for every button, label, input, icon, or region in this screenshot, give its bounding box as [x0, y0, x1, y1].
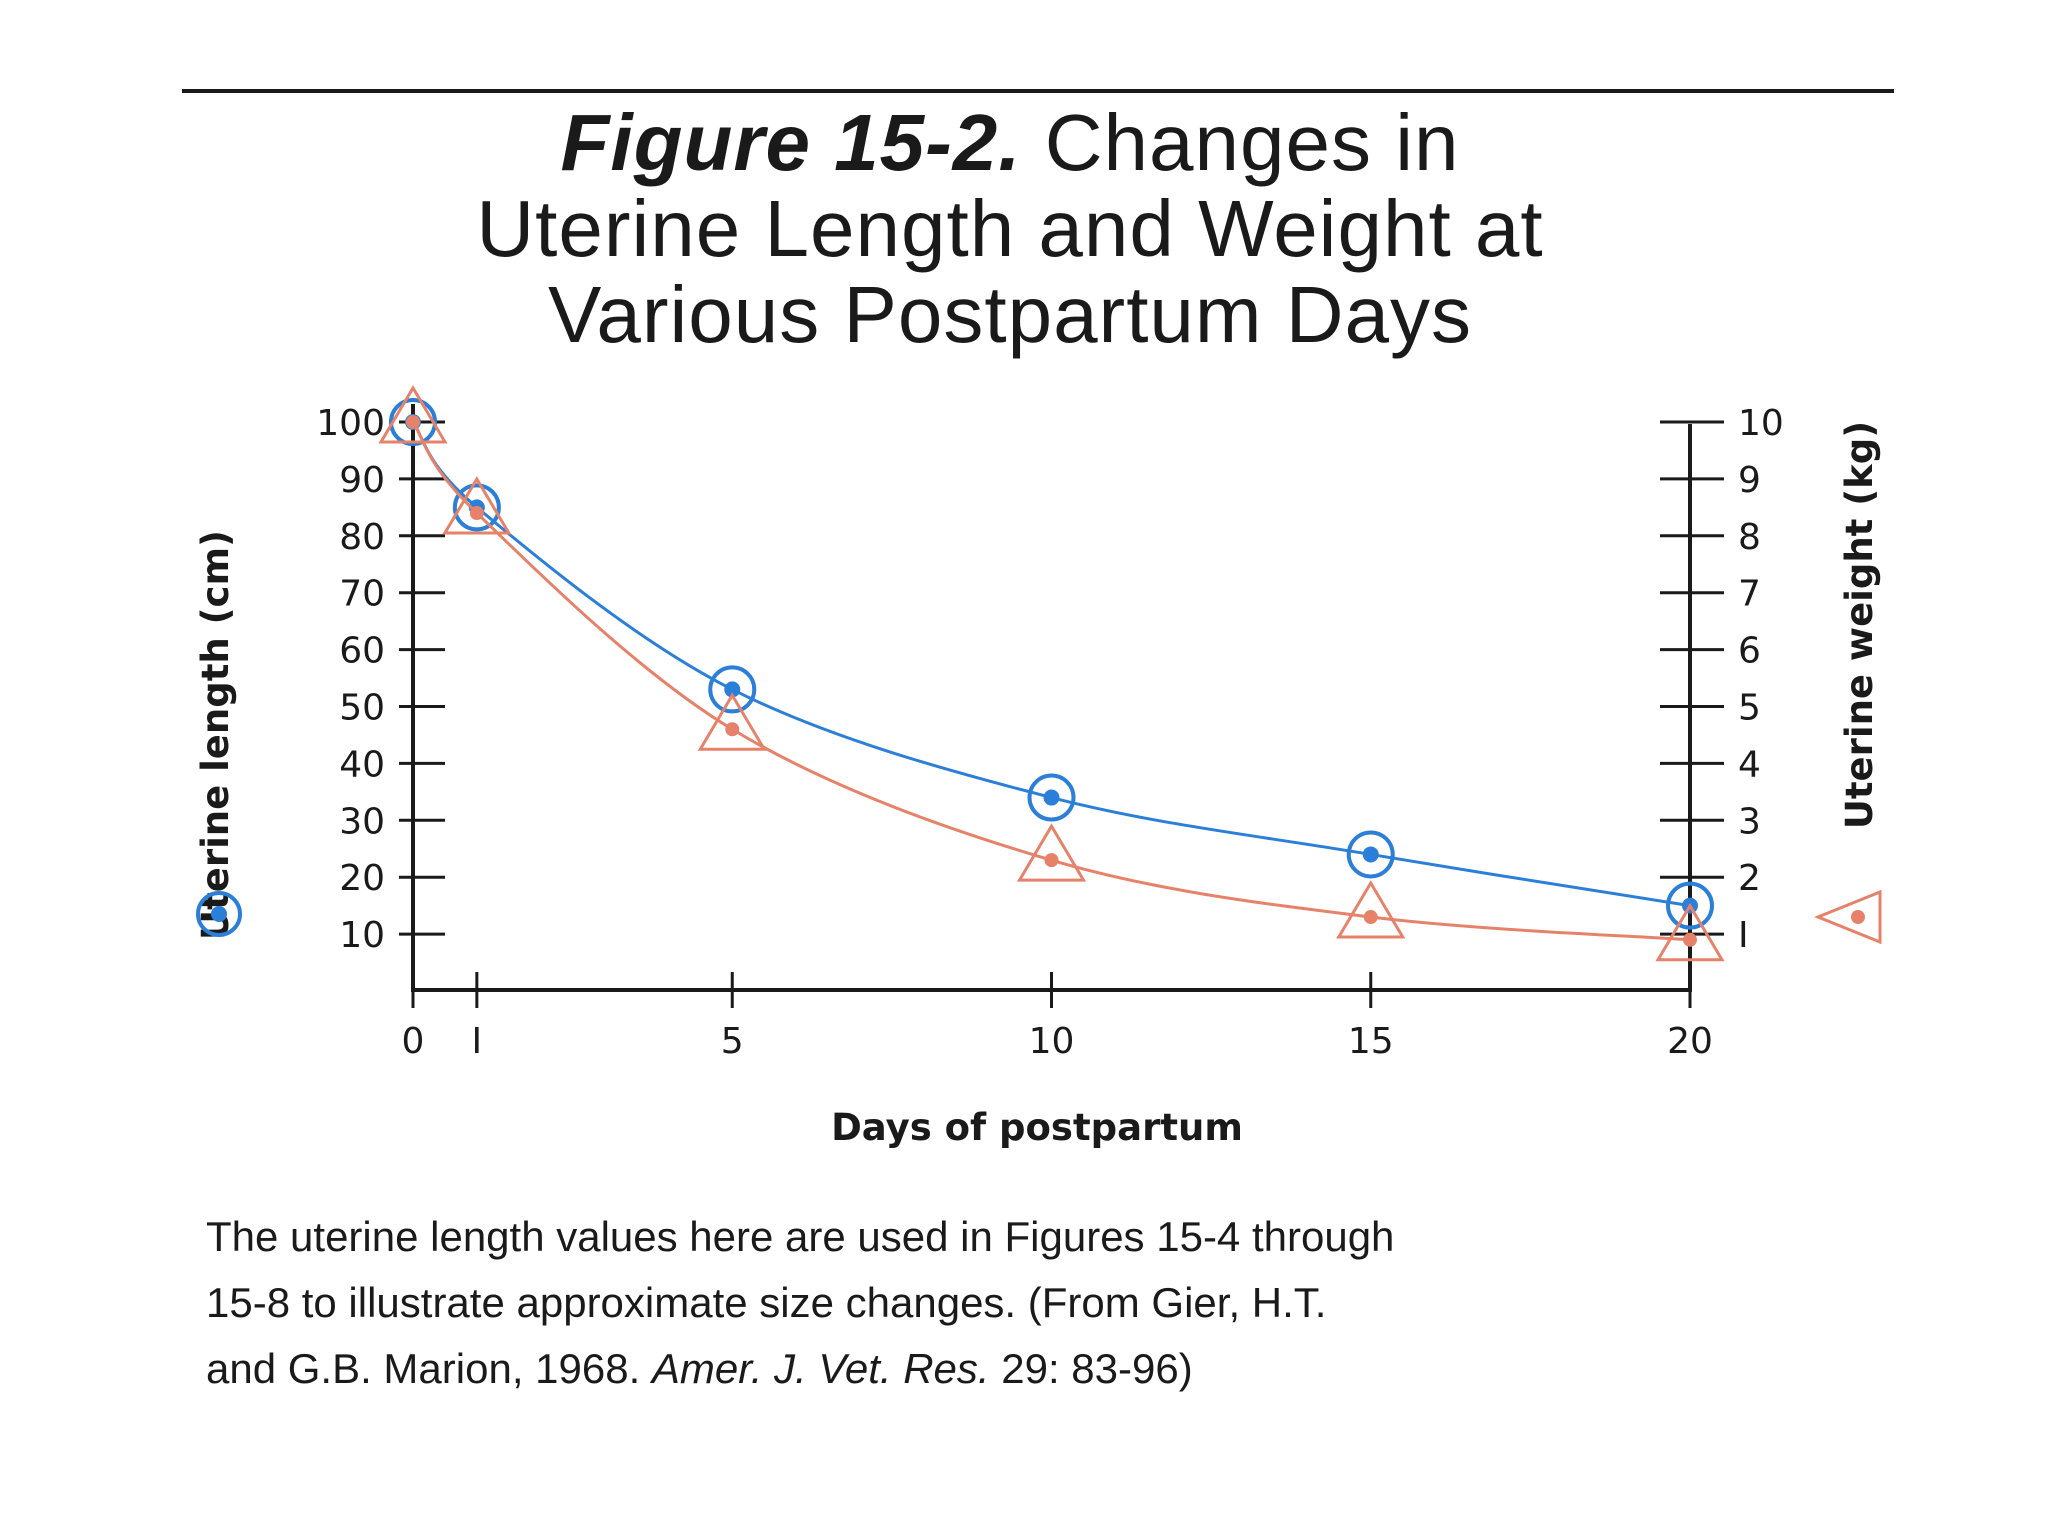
legend-circle-symbol: [196, 891, 242, 937]
caption-journal: Amer. J. Vet. Res.: [651, 1345, 990, 1392]
y-left-tick-label: 90: [339, 460, 385, 501]
legend-circle-dot: [211, 906, 227, 922]
y-right-tick-label: 8: [1738, 517, 1761, 558]
title-line-2: Uterine Length and Weight at: [476, 184, 1544, 273]
x-tick-label: 15: [1348, 1021, 1394, 1062]
weight-point-triangle: [442, 476, 512, 535]
weight-point-triangle: [378, 385, 448, 444]
weight-point: [469, 506, 484, 521]
length-point-ring: [389, 398, 437, 446]
title-line-1: Changes in: [1044, 98, 1460, 187]
x-axis-title: Days of postpartum: [831, 1106, 1243, 1149]
y-right-tick-label: 3: [1738, 801, 1761, 842]
y-right-tick-label: 7: [1738, 574, 1761, 615]
chart-marks: [378, 385, 1725, 962]
legend-triangle-dot: [1851, 910, 1865, 924]
length-point-ring: [1666, 881, 1714, 930]
y-left-tick-label: 30: [339, 801, 385, 842]
y-right-tick-label: 2: [1738, 858, 1761, 899]
legend-triangle-symbol: [1813, 889, 1882, 945]
length-point-ring: [1027, 773, 1076, 822]
y-left-axis-title: Uterine length (cm): [194, 530, 237, 940]
y-left-tick-label: 50: [339, 688, 385, 729]
figure-caption: The uterine length values here are used …: [206, 1204, 1856, 1402]
x-tick-label: 0: [402, 1021, 425, 1062]
weight-point: [1363, 910, 1378, 925]
y-left-tick-label: 10: [339, 915, 385, 956]
weight-point-triangle: [1336, 880, 1406, 939]
weight-point-triangle: [1655, 902, 1725, 962]
y-right-tick-label: 6: [1738, 631, 1761, 672]
x-tick-label: 5: [721, 1021, 744, 1062]
weight-point: [1044, 853, 1059, 868]
y-right-tick-label: 5: [1738, 688, 1761, 729]
weight-series-line: [411, 421, 1691, 942]
caption-line-2: 15-8 to illustrate approximate size chan…: [206, 1279, 1327, 1326]
caption-line-3-end: 29: 83-96): [989, 1345, 1193, 1392]
length-point-ring: [452, 483, 501, 532]
y-left-tick-label: 40: [339, 744, 385, 785]
weight-point: [406, 415, 420, 429]
length-point: [1362, 846, 1379, 863]
y-right-tick-label: 9: [1738, 460, 1761, 501]
y-left-tick-label: 70: [339, 574, 385, 615]
y-left-tick-label: 20: [339, 858, 385, 899]
caption-line-3: and G.B. Marion, 1968.: [206, 1345, 652, 1392]
y-right-axis-title: Uterine weight (kg): [1838, 421, 1881, 829]
weight-point: [725, 722, 740, 737]
x-tick-label: I: [472, 1021, 483, 1062]
weight-point-triangle: [697, 692, 767, 751]
x-tick-label: 10: [1029, 1021, 1075, 1062]
y-right-tick-label: 10: [1738, 403, 1784, 444]
figure-title: Figure 15-2. Changes in Uterine Length a…: [200, 100, 1820, 358]
y-left-tick-label: 100: [316, 403, 385, 444]
length-point-ring: [708, 665, 757, 714]
weight-point-triangle: [1016, 823, 1087, 882]
length-point: [724, 681, 741, 698]
length-series-line: [411, 421, 1691, 908]
y-right-tick-label: 4: [1738, 744, 1761, 785]
y-left-tick-label: 80: [339, 517, 385, 558]
weight-point: [1683, 932, 1697, 947]
length-point: [1043, 789, 1060, 806]
length-point-ring: [1346, 830, 1395, 879]
title-line-3: Various Postpartum Days: [547, 270, 1473, 359]
x-tick-label: 20: [1667, 1021, 1713, 1062]
y-left-tick-label: 60: [339, 631, 385, 672]
chart-axes: [399, 404, 1724, 1008]
top-rule: [182, 89, 1894, 93]
y-right-tick-label: I: [1738, 915, 1749, 956]
figure-label: Figure 15-2.: [560, 98, 1022, 187]
caption-line-1: The uterine length values here are used …: [206, 1213, 1395, 1260]
